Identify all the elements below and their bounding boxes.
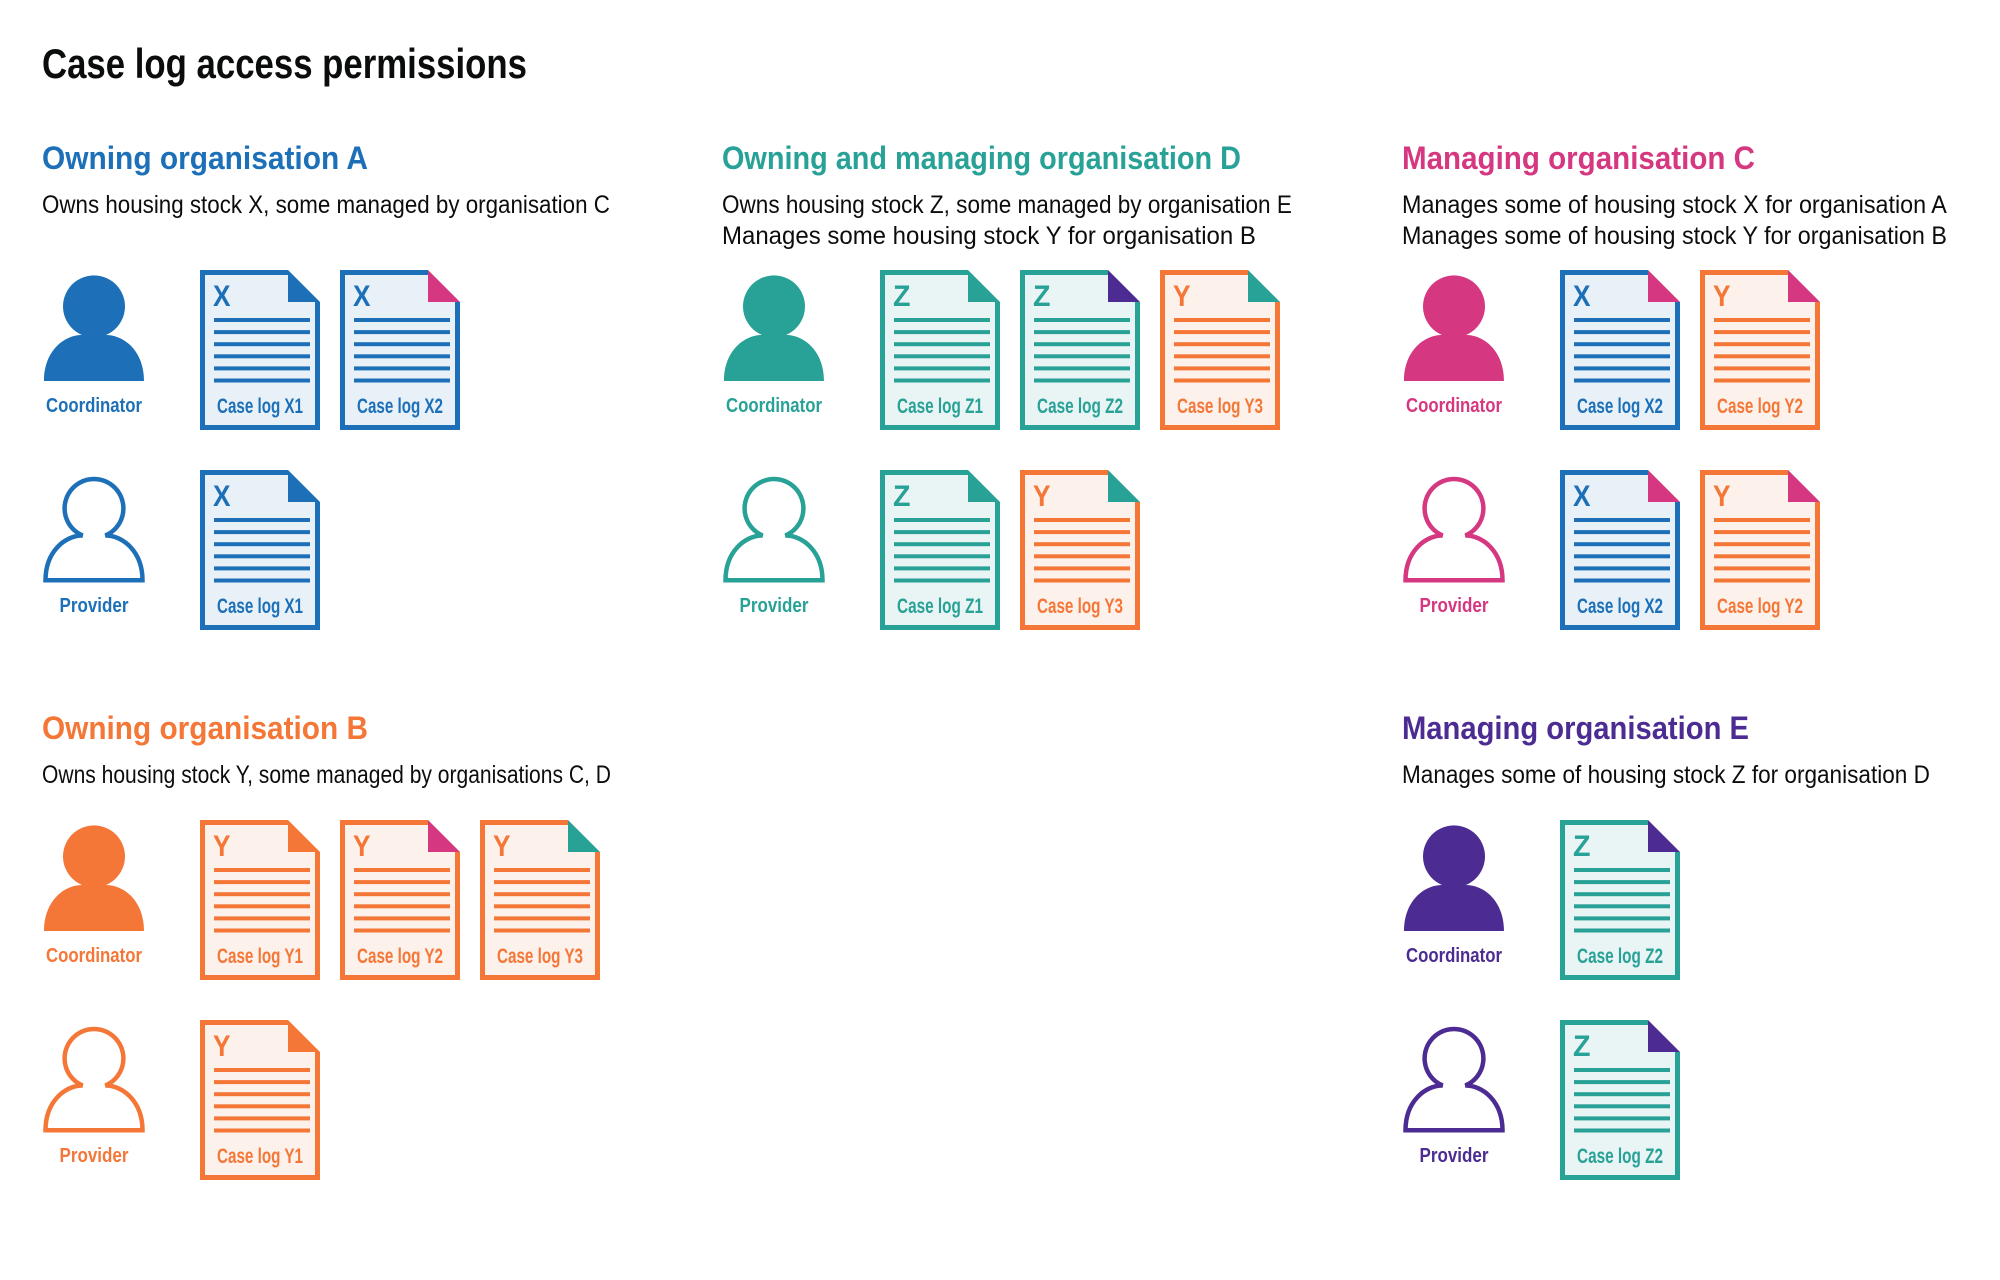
svg-text:Case log Y2: Case log Y2 [357, 945, 443, 968]
svg-text:Case log Z1: Case log Z1 [897, 395, 983, 418]
svg-text:Case log Z2: Case log Z2 [1577, 1145, 1663, 1168]
svg-text:Y: Y [1713, 280, 1731, 313]
svg-text:Case log X1: Case log X1 [217, 395, 303, 418]
svg-text:Case log X2: Case log X2 [1577, 595, 1663, 618]
svg-text:Case log Z1: Case log Z1 [897, 595, 983, 618]
svg-text:Y: Y [1173, 280, 1191, 313]
svg-text:Z: Z [1573, 1030, 1591, 1063]
svg-text:Case log Y2: Case log Y2 [1717, 395, 1803, 418]
svg-text:Case log X2: Case log X2 [357, 395, 443, 418]
svg-text:Y: Y [493, 830, 511, 863]
svg-text:Z: Z [893, 280, 911, 313]
svg-text:Case log Z2: Case log Z2 [1577, 945, 1663, 968]
svg-text:X: X [353, 280, 371, 313]
svg-text:X: X [1573, 280, 1591, 313]
svg-text:Case log X2: Case log X2 [1577, 395, 1663, 418]
svg-text:Case log Z2: Case log Z2 [1037, 395, 1123, 418]
svg-text:X: X [213, 480, 231, 513]
svg-text:Y: Y [1713, 480, 1731, 513]
svg-text:Z: Z [1573, 830, 1591, 863]
svg-text:Y: Y [1033, 480, 1051, 513]
svg-text:Case log Y1: Case log Y1 [217, 1145, 303, 1168]
svg-text:Y: Y [213, 830, 231, 863]
svg-text:Z: Z [1033, 280, 1051, 313]
svg-text:Case log Y3: Case log Y3 [497, 945, 583, 968]
svg-text:Case log Y1: Case log Y1 [217, 945, 303, 968]
svg-text:X: X [1573, 480, 1591, 513]
svg-text:Z: Z [893, 480, 911, 513]
svg-text:X: X [213, 280, 231, 313]
svg-text:Y: Y [213, 1030, 231, 1063]
svg-text:Case log Y3: Case log Y3 [1177, 395, 1263, 418]
svg-text:Case log Y2: Case log Y2 [1717, 595, 1803, 618]
svg-text:Case log X1: Case log X1 [217, 595, 303, 618]
svg-text:Y: Y [353, 830, 371, 863]
svg-text:Case log Y3: Case log Y3 [1037, 595, 1123, 618]
